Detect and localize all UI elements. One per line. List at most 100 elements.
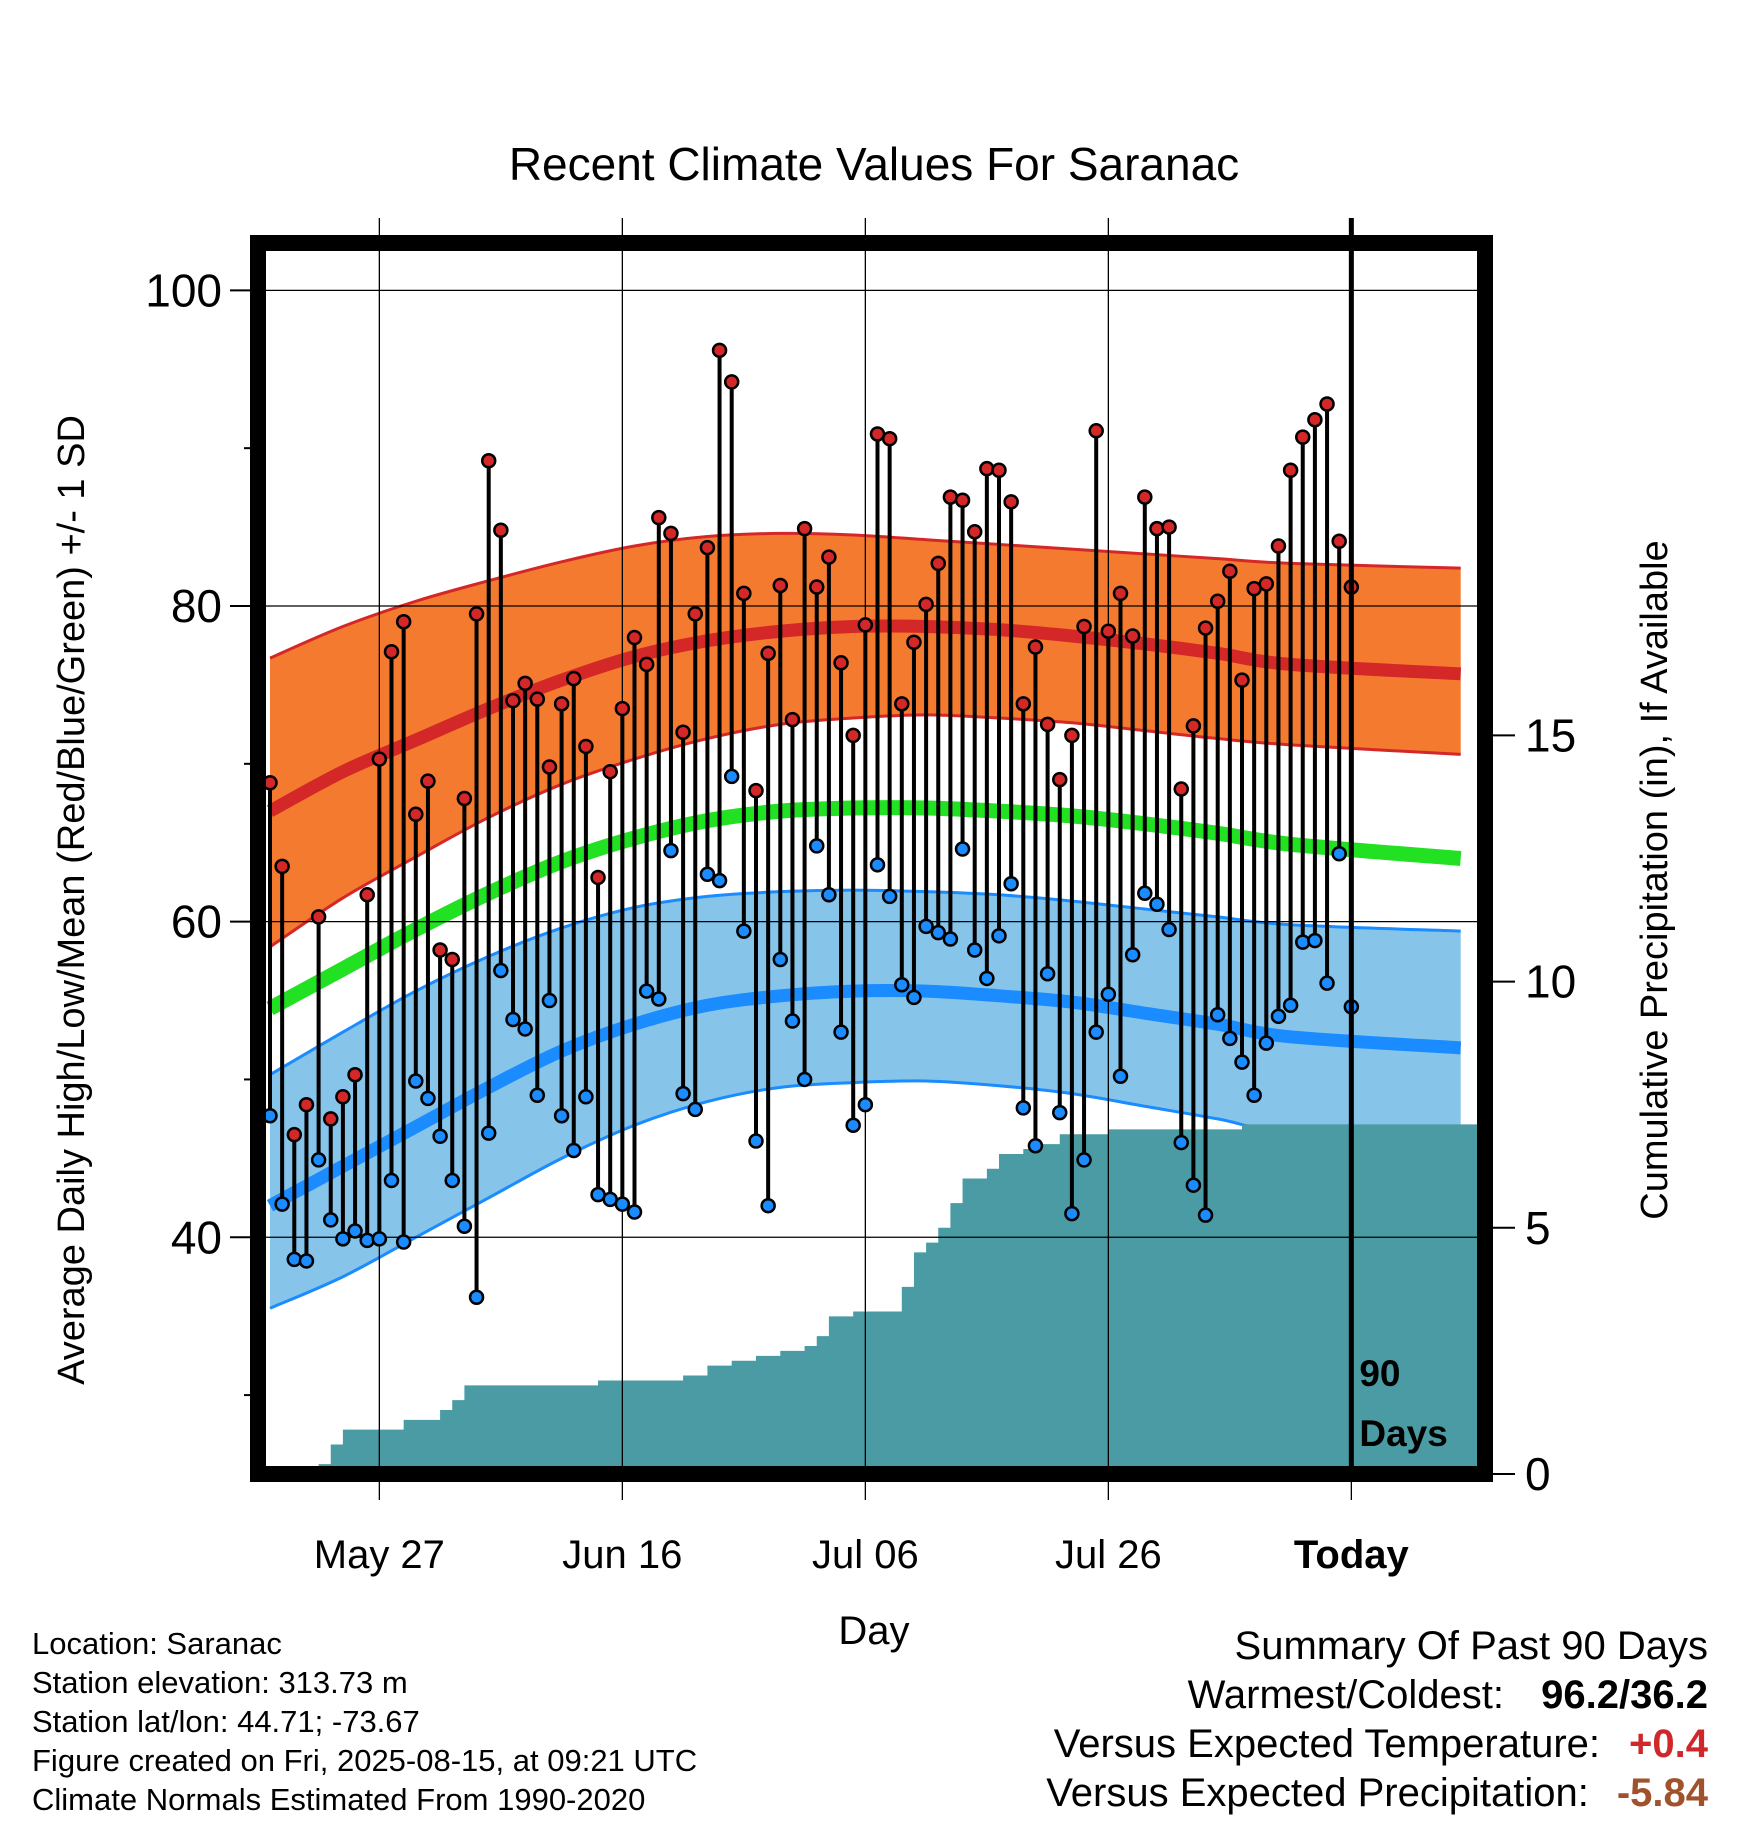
high-point — [723, 374, 740, 390]
high-point — [918, 596, 934, 613]
high-point — [335, 1089, 351, 1105]
high-point — [468, 606, 485, 622]
high-normal-line — [266, 619, 1462, 817]
low-point — [784, 1013, 801, 1029]
low-point — [359, 1232, 375, 1249]
high-point — [626, 629, 643, 646]
station-info: Location: Saranac Station elevation: 313… — [32, 1624, 697, 1819]
low-point — [1270, 1008, 1287, 1025]
high-point — [347, 1066, 363, 1083]
low-point — [833, 1024, 849, 1040]
high-point — [323, 1111, 339, 1127]
x-tick-label: Jun 16 — [562, 1533, 682, 1577]
x-tick-label: Jul 06 — [812, 1533, 919, 1577]
latlon-text: Station lat/lon: 44.71; -73.67 — [32, 1704, 420, 1739]
high-point — [553, 696, 570, 712]
today-days-label: 90 — [1359, 1353, 1400, 1394]
high-point — [1027, 639, 1044, 655]
precip-value: -5.84 — [1616, 1771, 1708, 1815]
warm-cold-row: Warmest/Coldest: 96.2/36.2 — [1046, 1671, 1708, 1720]
low-point — [736, 923, 752, 939]
high-point — [614, 700, 631, 717]
high-point — [383, 644, 400, 660]
low-point — [541, 992, 558, 1009]
high-point — [663, 525, 679, 542]
high-point — [1270, 538, 1287, 554]
high-point — [1003, 494, 1019, 510]
high-point — [541, 759, 558, 775]
low-point — [420, 1090, 436, 1107]
high-point — [371, 751, 388, 767]
low-point — [335, 1231, 351, 1247]
high-point — [1295, 429, 1311, 445]
high-point — [1234, 672, 1250, 688]
y2-axis-label: Cumulative Precipitation (in), If Availa… — [1634, 540, 1676, 1219]
temp-label: Versus Expected Temperature: — [1053, 1722, 1600, 1766]
x-tick-label: May 27 — [314, 1533, 445, 1577]
high-point — [1258, 576, 1275, 592]
high-point — [1149, 520, 1165, 537]
summary-title: Summary Of Past 90 Days — [1234, 1624, 1708, 1668]
high-point — [1331, 533, 1347, 550]
y-axis-label: Average Daily High/Low/Mean (Red/Blue/Gr… — [51, 415, 93, 1385]
y-tick-label: 40 — [171, 1211, 222, 1263]
low-point — [1197, 1207, 1214, 1223]
low-point — [480, 1125, 497, 1141]
precip-row: Versus Expected Precipitation: -5.84 — [1046, 1769, 1708, 1818]
high-point — [286, 1126, 303, 1143]
precip-label: Versus Expected Precipitation: — [1046, 1771, 1589, 1815]
y2-tick-label: 10 — [1525, 956, 1576, 1008]
low-point — [979, 970, 995, 987]
high-point — [930, 555, 946, 572]
high-point — [408, 806, 424, 823]
y2-tick-label: 5 — [1525, 1202, 1551, 1254]
high-point — [578, 738, 594, 755]
y2-tick-label: 0 — [1525, 1448, 1551, 1500]
normal-bands — [266, 531, 1462, 1310]
precipitation-area — [270, 1124, 1485, 1474]
high-point — [1185, 718, 1202, 734]
normals-text: Climate Normals Estimated From 1990-2020 — [32, 1782, 646, 1817]
y-tick-label: 80 — [171, 580, 222, 632]
high-point — [748, 782, 764, 799]
low-point — [383, 1172, 400, 1189]
temp-row: Versus Expected Temperature: +0.4 — [1046, 1720, 1708, 1769]
low-point — [1039, 965, 1056, 982]
low-point — [1076, 1152, 1092, 1168]
high-point — [420, 773, 436, 789]
high-point — [675, 724, 691, 740]
high-point — [1197, 620, 1214, 636]
low-point — [1319, 975, 1335, 991]
high-point — [699, 539, 716, 556]
location-text: Location: Saranac — [32, 1626, 282, 1661]
high-point — [1052, 771, 1068, 788]
high-point — [991, 462, 1007, 479]
low-point — [723, 768, 740, 785]
low-point — [1222, 1030, 1238, 1047]
low-point — [796, 1071, 813, 1088]
low-point — [408, 1073, 424, 1089]
high-point — [711, 342, 728, 359]
low-point — [1112, 1068, 1129, 1085]
high-point — [1039, 716, 1056, 733]
low-point — [310, 1152, 327, 1168]
axes: 90 Days 40 60 80 100 0 5 10 15 May 27 Jun 16 Jul 06 J… — [145, 218, 1576, 1577]
low-point — [614, 1196, 631, 1212]
low-point — [1209, 1006, 1226, 1023]
low-point — [553, 1107, 570, 1124]
low-point — [347, 1223, 363, 1239]
low-point — [1307, 932, 1323, 949]
low-point — [966, 942, 983, 958]
high-point — [480, 453, 497, 469]
low-point — [1137, 885, 1153, 901]
low-point — [772, 951, 789, 968]
low-point — [505, 1011, 521, 1028]
low-point — [432, 1128, 448, 1145]
high-point — [954, 492, 971, 508]
high-point — [979, 460, 995, 477]
high-point — [590, 869, 606, 886]
low-point — [894, 977, 910, 993]
high-point — [505, 692, 521, 709]
high-point — [1100, 623, 1117, 639]
low-point — [1282, 997, 1299, 1014]
